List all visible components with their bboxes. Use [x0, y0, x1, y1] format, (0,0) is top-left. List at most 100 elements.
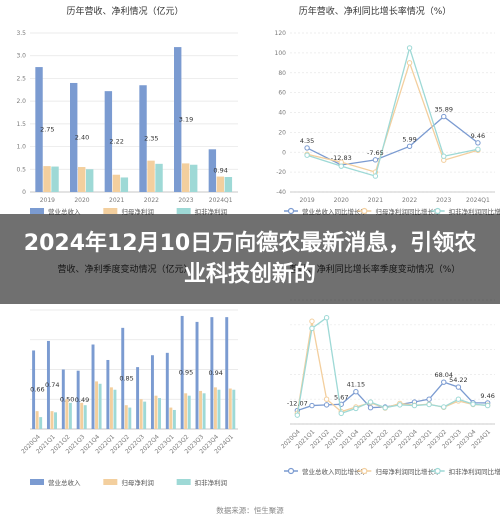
- legend-label: 归母净利润: [121, 478, 154, 487]
- data-label: -12.07: [287, 400, 308, 408]
- series-line-deducted: [306, 45, 479, 177]
- bar-deducted: [143, 401, 147, 429]
- data-label: 2.40: [75, 133, 89, 141]
- x-tick-label: 2022: [144, 197, 159, 204]
- bar-revenue: [46, 340, 50, 429]
- legend-swatch: [103, 479, 118, 485]
- data-label: 9.46: [471, 132, 485, 140]
- data-point: [441, 153, 447, 159]
- bar-net: [124, 405, 128, 429]
- y-tick-label: -20: [276, 169, 286, 176]
- data-point: [426, 401, 432, 408]
- data-point: [406, 143, 413, 149]
- y-tick-label: -40: [276, 189, 286, 196]
- bar-deducted: [202, 393, 206, 429]
- bar-revenue: [104, 91, 113, 192]
- data-point: [441, 113, 447, 120]
- data-point: [304, 145, 310, 151]
- data-point: [372, 173, 379, 179]
- legend-swatch: [176, 208, 191, 214]
- bar-revenue: [150, 355, 154, 429]
- y-tick-label: 2.0: [16, 98, 26, 105]
- data-point: [353, 389, 359, 395]
- y-tick-label: 3.0: [16, 53, 26, 60]
- bar-net: [216, 176, 225, 192]
- bar-revenue: [225, 317, 229, 429]
- data-point: [309, 318, 315, 324]
- legend-label: 扣非净利润同比增长率: [449, 207, 500, 216]
- headline-text[interactable]: 2024年12月10日万向德农最新消息，引领农业科技创新的: [23, 231, 477, 287]
- legend-label: 归母净利润同比增长率: [375, 467, 441, 476]
- legend-label: 扣非净利润同比增长率: [449, 467, 500, 476]
- bar-revenue: [208, 149, 217, 192]
- data-point: [367, 405, 374, 411]
- bar-deducted: [158, 398, 161, 429]
- y-tick-label: 100: [275, 50, 287, 57]
- legend-marker: [287, 207, 295, 215]
- legend-marker: [287, 467, 295, 475]
- bar-net: [147, 160, 155, 192]
- legend-label: 营业总收入同比增长率: [302, 467, 368, 476]
- bar-net: [169, 407, 173, 429]
- bar-net: [43, 166, 51, 192]
- data-point: [323, 402, 330, 408]
- data-point: [475, 146, 481, 152]
- y-tick-label: 120: [275, 30, 287, 37]
- legend-swatch: [30, 479, 44, 485]
- bar-revenue: [210, 317, 214, 429]
- y-tick-label: 20: [278, 129, 286, 136]
- bar-net: [35, 411, 39, 429]
- bar-net: [109, 387, 113, 429]
- bar-deducted: [128, 407, 132, 429]
- headline-banner: 2024年12月10日万向德农最新消息，引领农业科技创新的: [0, 214, 500, 304]
- bar-deducted: [217, 389, 221, 429]
- bar-revenue: [165, 352, 169, 429]
- series-line-net: [306, 60, 479, 173]
- bar-revenue: [174, 47, 182, 192]
- legend-label: 归母净利润同比增长率: [375, 207, 441, 216]
- chart-title: 历年营收、净利情况（亿元）: [66, 5, 183, 17]
- y-tick-label: 1.5: [16, 121, 26, 128]
- bar-net: [78, 167, 86, 192]
- bar-revenue: [139, 85, 147, 192]
- bar-revenue: [195, 321, 199, 429]
- x-tick-label: 2020: [74, 197, 89, 204]
- x-tick-label: 2023: [178, 197, 193, 204]
- legend-label: 营业总收入: [48, 478, 81, 487]
- bar-net: [184, 393, 188, 429]
- legend-marker: [434, 207, 441, 215]
- bar-deducted: [86, 169, 94, 192]
- bar-net: [65, 399, 69, 429]
- data-label: 0.66: [30, 386, 44, 394]
- bar-deducted: [187, 395, 191, 429]
- legend-label: 营业总收入同比增长率: [302, 207, 368, 216]
- data-label: 4.35: [300, 137, 314, 145]
- x-tick-label: 2019: [40, 197, 55, 204]
- bar-revenue: [180, 315, 184, 429]
- bar-deducted: [39, 417, 43, 429]
- legend-marker: [361, 467, 368, 475]
- bar-deducted: [51, 166, 59, 192]
- data-label: 0.74: [45, 381, 59, 389]
- bar-deducted: [172, 409, 176, 429]
- data-point: [382, 405, 388, 411]
- series-line-revenue: [306, 115, 479, 166]
- data-label: 0.95: [179, 368, 193, 376]
- data-label: 5.99: [402, 135, 416, 143]
- data-label: 54.22: [449, 376, 468, 384]
- bar-revenue: [136, 367, 140, 429]
- bar-net: [112, 174, 121, 192]
- bar-net: [95, 381, 99, 429]
- bar-deducted: [155, 163, 163, 192]
- data-point: [323, 396, 330, 402]
- x-tick-label: 2024Q1: [466, 197, 490, 204]
- data-point: [441, 404, 447, 410]
- data-point: [309, 325, 315, 332]
- legend-swatch: [30, 208, 44, 214]
- data-label: -7.65: [367, 149, 384, 157]
- bar-deducted: [68, 402, 72, 429]
- bar-revenue: [106, 359, 110, 429]
- data-point: [367, 399, 374, 405]
- bar-revenue: [91, 344, 95, 429]
